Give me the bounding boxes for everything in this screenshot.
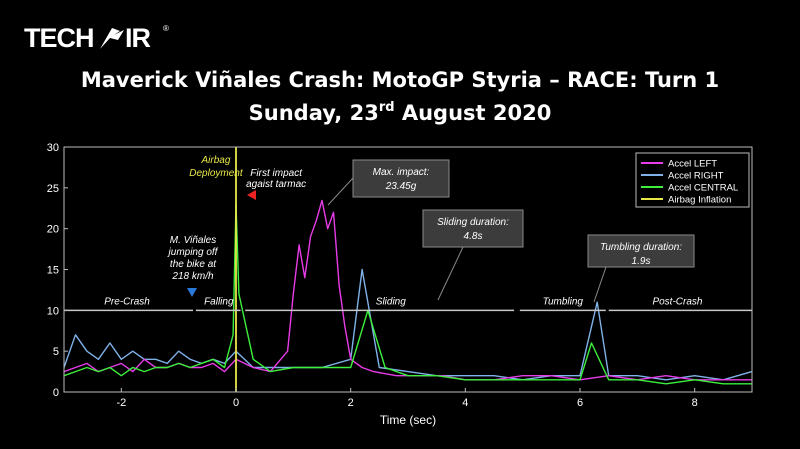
series-line-accel-left: [63, 199, 752, 381]
tumbling-duration-callout-pointer: [593, 266, 607, 303]
max-impact-callout-pointer: [327, 177, 354, 206]
first-impact-marker-icon: [247, 190, 256, 200]
phase-label: Tumbling: [543, 296, 584, 307]
x-axis-label: Time (sec): [380, 413, 436, 427]
x-tick-label: -2: [116, 397, 126, 409]
phase-label: Pre-Crash: [104, 296, 150, 307]
tumbling-duration-callout-text: Tumbling duration:: [600, 242, 682, 253]
y-tick-label: 25: [47, 183, 59, 195]
max-impact-callout-box: [352, 159, 450, 198]
registered-icon: ®: [163, 24, 169, 33]
jumping-off-label: jumping off: [167, 247, 219, 258]
sliding-duration-callout-text: Sliding duration:: [437, 217, 509, 228]
first-impact-label: agaist tarmac: [246, 179, 306, 190]
max-impact-callout-text: Max. impact:: [373, 167, 430, 178]
logo-text-ir: IR: [125, 23, 151, 53]
legend-entry: Airbag Inflation: [668, 195, 731, 206]
phase-label: Falling: [204, 296, 234, 307]
date-part-2: August 2020: [394, 101, 552, 125]
logo-swoosh-icon: [100, 28, 124, 49]
phase-label: Post-Crash: [652, 296, 702, 307]
sliding-duration-callout-box: [422, 209, 524, 248]
x-tick-label: 4: [462, 397, 468, 409]
y-tick-label: 10: [47, 305, 59, 317]
sliding-duration-callout-pointer: [437, 246, 464, 301]
y-tick-label: 20: [47, 224, 59, 236]
phase-label: Sliding: [376, 296, 406, 307]
date-ordinal: rd: [378, 100, 395, 115]
legend-entry: Accel CENTRAL: [668, 183, 738, 194]
page-title: Maverick Viñales Crash: MotoGP Styria – …: [80, 68, 720, 92]
jumping-off-label: M. Viñales: [170, 235, 217, 246]
y-tick-label: 30: [47, 142, 59, 154]
techair-logo: TECH IR ®: [24, 22, 174, 54]
jumping-off-label: the bike at: [170, 259, 217, 270]
y-tick-label: 0: [53, 387, 59, 399]
legend-entry: Accel LEFT: [668, 159, 717, 170]
jumping-marker-icon: [187, 288, 197, 297]
tumbling-duration-callout-text: 1.9s: [632, 256, 651, 267]
logo-text: TECH: [24, 23, 94, 53]
max-impact-callout-text: 23.45g: [385, 181, 417, 192]
legend-entry: Accel RIGHT: [668, 171, 724, 182]
series-line-accel-central: [63, 203, 752, 385]
airbag-deployment-label: Airbag: [200, 155, 230, 166]
series-line-accel-right: [63, 268, 753, 381]
x-tick-label: 2: [348, 397, 354, 409]
x-tick-label: 0: [233, 397, 239, 409]
airbag-deployment-label: Deployment: [189, 168, 244, 179]
x-tick-label: 8: [692, 397, 698, 409]
jumping-off-label: 218 km/h: [171, 271, 214, 282]
tumbling-duration-callout-box: [587, 234, 695, 268]
y-tick-label: 15: [47, 265, 59, 277]
sliding-duration-callout-text: 4.8s: [464, 231, 483, 242]
date-part-1: Sunday, 23: [248, 101, 379, 125]
y-tick-label: 5: [53, 346, 59, 358]
first-impact-label: First impact: [250, 168, 303, 179]
page-subtitle: Sunday, 23rd August 2020: [0, 100, 800, 125]
x-tick-label: 6: [577, 397, 583, 409]
